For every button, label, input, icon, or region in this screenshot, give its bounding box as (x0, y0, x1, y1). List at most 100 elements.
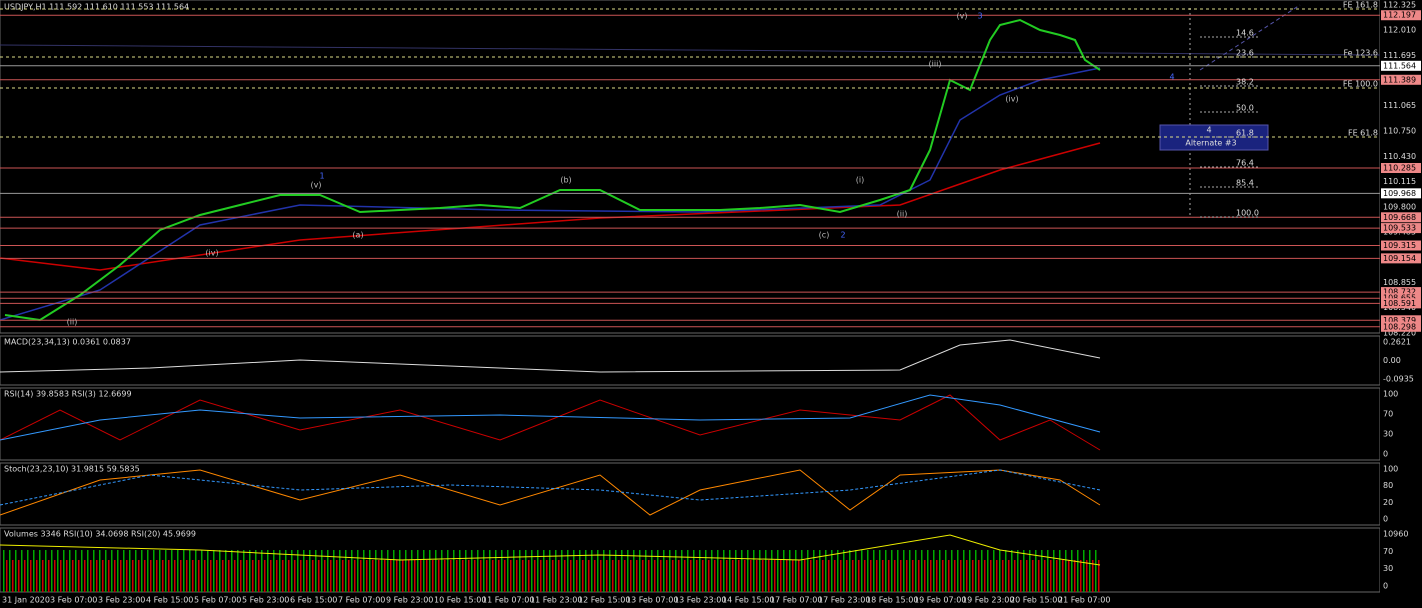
level-box (1381, 253, 1421, 264)
wave-label: (v) (311, 181, 322, 190)
time-label: 4 Feb 15:00 (146, 596, 193, 605)
panel-title: Volumes 3346 RSI(10) 34.0698 RSI(20) 45.… (4, 530, 196, 539)
level-box (1381, 293, 1421, 304)
time-label: 19 Feb 07:00 (914, 596, 966, 605)
panel-axis: 70 (1383, 410, 1393, 419)
level-box (1381, 10, 1421, 21)
level-label: 111.389 (1383, 75, 1416, 84)
price-tick: 109.800 (1383, 202, 1416, 211)
wave-label: (iv) (1005, 95, 1018, 104)
time-label: 17 Feb 07:00 (770, 596, 822, 605)
time-label: 7 Feb 07:00 (338, 596, 385, 605)
panel-axis: 10960 (1383, 530, 1408, 539)
time-label: 11 Feb 23:00 (530, 596, 582, 605)
time-label: 14 Feb 15:00 (722, 596, 774, 605)
fe-label: FE 161.8 (1343, 1, 1378, 10)
panel-axis: 70 (1383, 547, 1393, 556)
panel-title: Stoch(23,23,10) 31.9815 59.5835 (4, 465, 140, 474)
level-box (1381, 321, 1421, 332)
time-label: 18 Feb 15:00 (866, 596, 918, 605)
price-tick: 110.430 (1383, 152, 1416, 161)
alternate-wave: 4 (1206, 126, 1211, 135)
level-label: 108.732 (1383, 288, 1416, 297)
level-label: 109.668 (1383, 213, 1416, 222)
price-tick: 110.115 (1383, 177, 1416, 186)
rsi3 (0, 394, 1101, 451)
level-label: 111.564 (1383, 61, 1416, 70)
price-tick: 112.010 (1383, 26, 1416, 35)
header: USDJPY,H1 111.592 111.610 111.553 111.56… (4, 3, 189, 12)
level-label: 110.285 (1383, 164, 1416, 173)
wave-label: (ii) (67, 318, 78, 327)
panel-axis: 100 (1383, 465, 1398, 474)
fe-label: Fe 123.6 (1343, 49, 1378, 58)
level-box (1381, 60, 1421, 71)
volume-bars (2, 545, 1100, 592)
price-tick: 108.855 (1383, 278, 1416, 287)
panel-axis: 0 (1383, 515, 1388, 524)
level-box (1381, 188, 1421, 199)
time-label: 5 Feb 07:00 (194, 596, 241, 605)
time-label: 10 Feb 15:00 (434, 596, 486, 605)
fe-label: FE 61.8 (1348, 129, 1378, 138)
time-label: 21 Feb 07:00 (1058, 596, 1110, 605)
fib-label: 61.8 (1236, 129, 1254, 138)
panel-axis: 0.2621 (1383, 338, 1411, 347)
time-label: 12 Feb 15:00 (578, 596, 630, 605)
time-label: 31 Jan 2020 (2, 596, 50, 605)
level-label: 112.197 (1383, 11, 1416, 20)
ma-slow (0, 142, 1101, 271)
fib-label: 100.0 (1236, 209, 1259, 218)
price-trace (4, 18, 1101, 322)
fib-label: 14.6 (1236, 29, 1254, 38)
level-label: 108.379 (1383, 316, 1416, 325)
level-label: 109.154 (1383, 254, 1416, 263)
level-box (1381, 74, 1421, 85)
panel-axis: 30 (1383, 564, 1393, 573)
level-box (1381, 212, 1421, 223)
level-label: 109.968 (1383, 189, 1416, 198)
time-label: 3 Feb 07:00 (50, 596, 97, 605)
panel-axis: 0 (1383, 582, 1388, 591)
wave-label: (i) (856, 176, 864, 185)
wave-label: (iii) (929, 60, 942, 69)
level-box (1381, 240, 1421, 251)
macd-frame (0, 335, 1381, 386)
time-label: 17 Feb 23:00 (818, 596, 870, 605)
price-tick: 110.750 (1383, 126, 1416, 135)
macd-hist (0, 339, 1101, 373)
time-label: 9 Feb 23:00 (386, 596, 433, 605)
alternate-label: Alternate #3 (1185, 139, 1236, 148)
level-label: 108.655 (1383, 294, 1416, 303)
time-label: 20 Feb 15:00 (1010, 596, 1062, 605)
fib-label: 50.0 (1236, 104, 1254, 113)
time-label: 11 Feb 07:00 (482, 596, 534, 605)
panel-axis: 30 (1383, 430, 1393, 439)
wave-label: (ii) (897, 210, 908, 219)
time-label: 13 Feb 07:00 (626, 596, 678, 605)
fib-label: 85.4 (1236, 179, 1254, 188)
wave-label: (a) (352, 231, 363, 240)
stoch-k (0, 469, 1101, 516)
level-box (1381, 287, 1421, 298)
stoch-d (0, 469, 1101, 506)
time-label: 6 Feb 15:00 (290, 596, 337, 605)
level-box (1381, 315, 1421, 326)
vol-rsi (0, 534, 1101, 566)
level-label: 109.533 (1383, 224, 1416, 233)
price-tick: 108.220 (1383, 329, 1416, 338)
time-label: 13 Feb 23:00 (674, 596, 726, 605)
panel-title: RSI(14) 39.8583 RSI(3) 12.6699 (4, 390, 132, 399)
fib-label: 76.4 (1236, 159, 1254, 168)
rsi-frame (0, 387, 1381, 461)
time-label: 19 Feb 23:00 (962, 596, 1014, 605)
panel-axis: 20 (1383, 498, 1393, 507)
fib-label: 23.6 (1236, 49, 1254, 58)
panel-title: MACD(23,34,13) 0.0361 0.0837 (4, 338, 131, 347)
price-tick: 111.695 (1383, 51, 1416, 60)
wave-label: (c) (819, 231, 830, 240)
price-tick: 111.065 (1383, 101, 1416, 110)
wave-label: (b) (560, 176, 571, 185)
